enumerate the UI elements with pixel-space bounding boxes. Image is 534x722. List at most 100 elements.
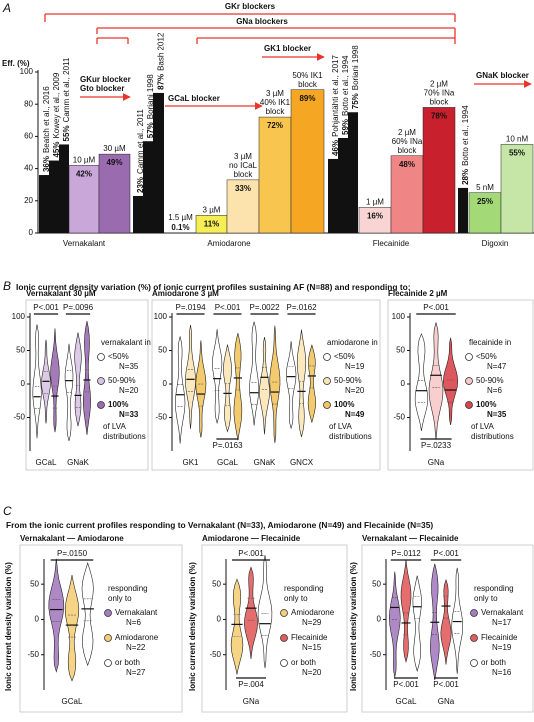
y-tick-label: 0 — [377, 615, 382, 624]
legend-label: <50% — [108, 352, 129, 361]
bar-annotation: 28% Botto et al., 1994 — [461, 105, 470, 185]
value-label: 55% — [62, 125, 71, 141]
violin — [233, 333, 243, 441]
violin — [230, 578, 244, 675]
legend-label: 50-90% — [108, 376, 136, 385]
bar-note: block — [234, 170, 254, 179]
bar-source: Pohjantähti et al., 2017 — [331, 55, 340, 137]
bar-annotation: 36% Beatch et al., 2016 — [42, 86, 51, 172]
y-tick-label: 50 — [396, 346, 405, 355]
bar — [458, 187, 468, 233]
annotation: GCaL blocker — [168, 94, 220, 103]
bar-source: Camm et al., 2011 — [62, 57, 71, 122]
legend-n: N=35 — [119, 362, 139, 371]
y-tick-label: 50 — [30, 579, 39, 588]
violin — [48, 558, 65, 673]
chart-title: Vernakalant — Amiodarone — [20, 534, 124, 543]
value-label: 36% — [42, 156, 51, 172]
y-tick-label: -50 — [393, 413, 405, 422]
legend-n: N=15 — [302, 643, 322, 652]
y-tick-label: 100 — [392, 312, 406, 321]
group-label: Flecainide — [373, 239, 410, 248]
annotation: Gto blocker — [80, 84, 124, 93]
legend-swatch — [104, 634, 112, 642]
bar-source: Camm et al., 2011 — [136, 109, 145, 174]
legend-swatch — [465, 377, 473, 385]
legend-label: 100% — [334, 400, 354, 409]
legend-swatch — [470, 634, 478, 642]
bar-annotation: 57% Boriani 1998 — [146, 74, 155, 138]
legend-n: N=17 — [492, 618, 512, 627]
p-value: P<.001 — [33, 303, 59, 312]
bar — [348, 112, 358, 233]
legend-title: only to — [284, 594, 308, 603]
legend-label: Flecainide — [481, 633, 518, 642]
x-tick-label: GCaL — [62, 697, 83, 706]
y-tick-label: 20 — [24, 196, 33, 205]
bar-note: block — [398, 146, 418, 155]
bar-note: 60% INa — [392, 137, 423, 146]
y-tick-label: -50 — [13, 413, 25, 422]
legend-footer: distributions — [471, 432, 514, 441]
bar-annotation: 87% Bash 2012 — [157, 32, 166, 90]
value-label: 87% — [157, 74, 166, 90]
bar — [133, 195, 143, 233]
bar-note: 2 µM — [430, 80, 448, 89]
bar-note: no ICaL — [229, 161, 258, 170]
legend-n: N=22 — [126, 643, 146, 652]
legend-swatch — [465, 353, 473, 361]
legend-title: only to — [108, 594, 132, 603]
p-value: P<.001 — [238, 549, 264, 558]
legend-title: only to — [474, 594, 498, 603]
y-tick-label: 0 — [21, 379, 26, 388]
p-value: P<.001 — [393, 680, 419, 689]
x-tick-label: GCaL — [396, 697, 417, 706]
violin — [388, 571, 401, 678]
y-tick-label: 0 — [163, 379, 168, 388]
bar-annotation: 23% Camm et al., 2011 — [136, 109, 145, 193]
y-axis-label: Ionic current density variation (%) — [349, 562, 358, 691]
legend-n: N=20 — [345, 386, 365, 395]
violin — [81, 561, 94, 667]
bar-source: Boriani 1998 — [351, 45, 360, 90]
legend-label: <50% — [476, 352, 497, 361]
legend-swatch — [97, 353, 105, 361]
value-label: 23% — [136, 177, 145, 193]
section-heading: Ionic current density variation (%) of i… — [16, 282, 411, 292]
legend-swatch — [470, 609, 478, 617]
legend-n: N=27 — [126, 668, 146, 677]
legend-n: N=6 — [487, 386, 502, 395]
violin — [414, 332, 429, 431]
legend-swatch — [280, 634, 288, 642]
legend-label: Amiodarone — [291, 608, 335, 617]
legend-label: 100% — [108, 400, 128, 409]
bar — [258, 116, 292, 234]
y-tick-label: 50 — [16, 346, 25, 355]
legend-footer: distributions — [329, 432, 372, 441]
violin — [74, 332, 82, 427]
bar-note: 40% IK1 — [260, 98, 291, 107]
legend-label: <50% — [334, 352, 355, 361]
bar-annotation: 75% Boriani 1998 — [351, 45, 360, 109]
bar-source: Botto et al., 1994 — [341, 55, 350, 116]
bar — [59, 144, 69, 233]
legend-swatch — [97, 377, 105, 385]
bar-note: 10 nM — [506, 135, 529, 144]
annotation: GNaK blocker — [476, 71, 529, 80]
legend-swatch — [323, 353, 331, 361]
violin — [307, 344, 316, 424]
bar-note: 70% INa — [424, 89, 455, 98]
violin — [412, 575, 422, 673]
panel-label: B — [3, 279, 11, 293]
legend-label: or both — [481, 658, 506, 667]
value-label: 89% — [299, 94, 315, 103]
bar — [143, 141, 153, 233]
chart-title: Amiodarone 3 µM — [152, 289, 219, 298]
x-tick-label: GNCX — [290, 458, 314, 467]
section-heading: From the ionic current profiles respondi… — [6, 520, 433, 530]
p-value: P=.0112 — [391, 549, 421, 558]
legend-title: flecainide in — [469, 338, 511, 347]
legend-label: or both — [291, 658, 316, 667]
panel-label: A — [2, 1, 11, 15]
